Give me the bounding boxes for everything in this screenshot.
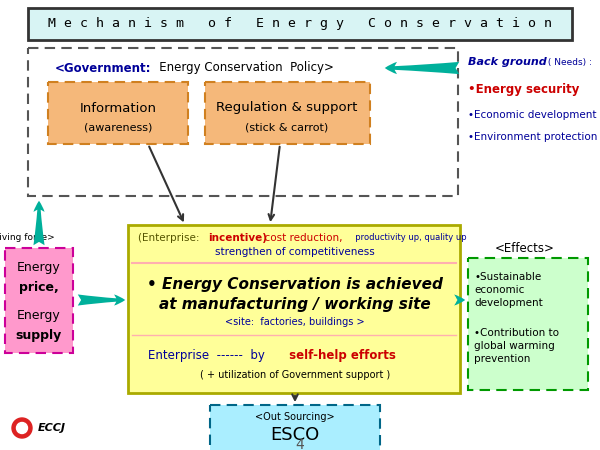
Text: cost reduction,: cost reduction,: [258, 233, 343, 243]
Text: incentive): incentive): [208, 233, 267, 243]
Text: <Effects>: <Effects>: [495, 242, 555, 255]
Bar: [210, 405, 380, 450]
Circle shape: [17, 423, 28, 433]
Bar: [28, 8, 572, 40]
Text: ( Needs) :: ( Needs) :: [545, 58, 592, 67]
Text: •Environment protection: •Environment protection: [468, 132, 598, 142]
Text: self-help efforts: self-help efforts: [285, 348, 396, 361]
Text: Information: Information: [79, 102, 157, 114]
Text: •Sustainable
economic
development: •Sustainable economic development: [474, 272, 543, 308]
Text: •Energy security: •Energy security: [468, 84, 580, 96]
Text: Back ground: Back ground: [468, 57, 547, 67]
Text: Energy: Energy: [17, 309, 61, 321]
Circle shape: [12, 418, 32, 438]
Text: (Enterprise:: (Enterprise:: [138, 233, 206, 243]
Text: ECCJ: ECCJ: [38, 423, 66, 433]
Text: Regulation & support: Regulation & support: [217, 102, 358, 114]
Bar: [48, 82, 188, 144]
Text: • Energy Conservation is achieved: • Energy Conservation is achieved: [147, 276, 443, 292]
Text: <Government:: <Government:: [55, 62, 151, 75]
Text: strengthen of competitiveness: strengthen of competitiveness: [215, 247, 375, 257]
Text: Enterprise  ------  by: Enterprise ------ by: [148, 348, 265, 361]
Text: ESCO: ESCO: [271, 426, 320, 444]
Text: <site:  factories, buildings >: <site: factories, buildings >: [225, 317, 365, 327]
Text: 4: 4: [296, 438, 304, 450]
Text: ( + utilization of Government support ): ( + utilization of Government support ): [200, 370, 390, 380]
Text: (awareness): (awareness): [84, 123, 152, 133]
Text: price,: price,: [19, 282, 59, 294]
Bar: [205, 82, 370, 144]
Text: M e c h a n i s m   o f   E n e r g y   C o n s e r v a t i o n: M e c h a n i s m o f E n e r g y C o n …: [48, 18, 552, 31]
Text: supply: supply: [16, 328, 62, 342]
Bar: [28, 48, 458, 196]
Text: <Out Sourcing>: <Out Sourcing>: [255, 412, 335, 422]
Bar: [5, 248, 73, 353]
Bar: [468, 258, 588, 390]
Text: Energy: Energy: [17, 261, 61, 274]
Text: •Economic development: •Economic development: [468, 110, 596, 120]
Text: productivity up, quality up: productivity up, quality up: [350, 234, 467, 243]
Bar: [128, 225, 460, 393]
Text: at manufacturing / working site: at manufacturing / working site: [159, 297, 431, 312]
Text: (stick & carrot): (stick & carrot): [245, 123, 329, 133]
Text: •Contribution to
global warming
prevention: •Contribution to global warming preventi…: [474, 328, 559, 365]
Text: Energy Conservation  Policy>: Energy Conservation Policy>: [148, 62, 334, 75]
Text: <Driving force>: <Driving force>: [0, 234, 55, 243]
